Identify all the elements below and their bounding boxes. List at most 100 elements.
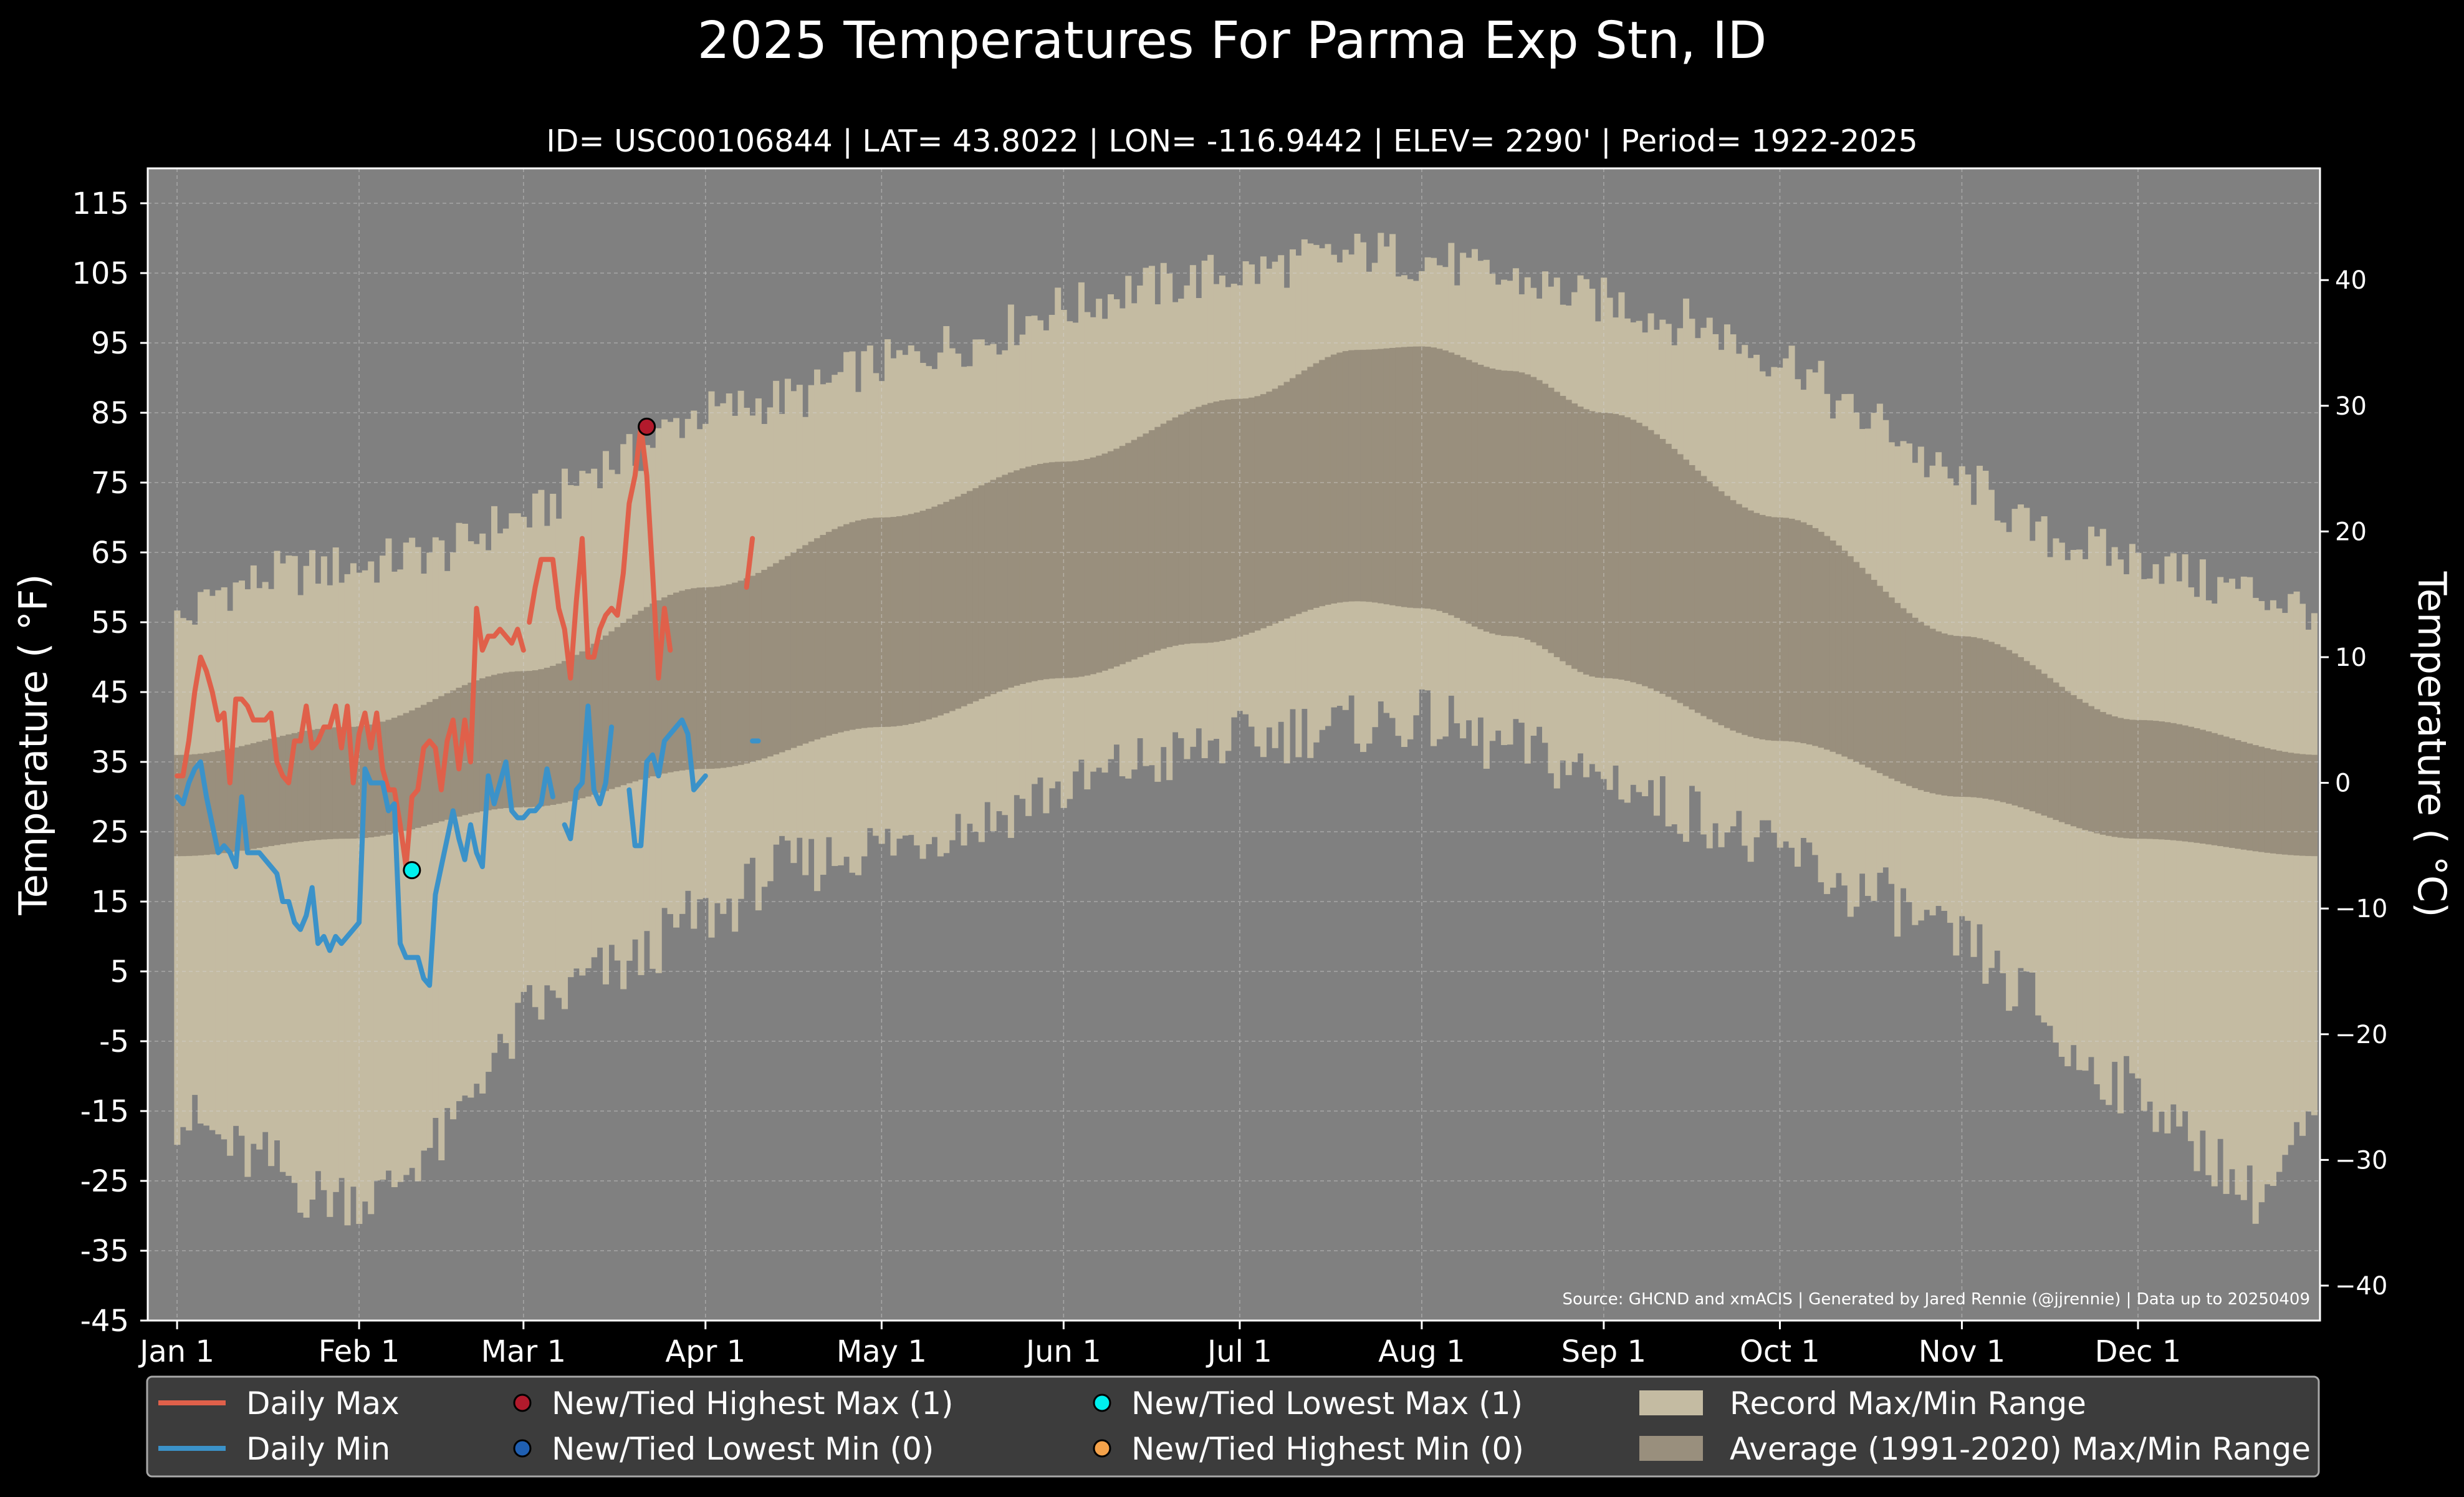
normal-range-bar	[409, 710, 416, 830]
normal-range-bar	[1325, 357, 1331, 605]
normal-range-bar	[696, 587, 703, 769]
normal-range-bar	[673, 592, 680, 772]
y-right-tick-label: 30	[2335, 392, 2367, 421]
normal-range-bar	[502, 672, 509, 809]
y-axis-label-right: Temperature ( °C)	[2409, 571, 2455, 918]
normal-range-bar	[1154, 426, 1161, 651]
normal-range-bar	[661, 597, 668, 774]
normal-range-bar	[1336, 352, 1343, 603]
y-tick-label: 105	[72, 256, 129, 291]
normal-range-bar	[655, 600, 662, 775]
normal-range-bar	[1847, 556, 1854, 759]
normal-range-bar	[1753, 513, 1760, 739]
y-tick-label: 95	[91, 326, 129, 361]
series-lines	[175, 424, 761, 988]
daily-max-line	[175, 605, 526, 869]
normal-range-bar	[1060, 461, 1067, 678]
y-tick-label: 5	[110, 955, 129, 989]
normal-range-bar	[2017, 657, 2024, 807]
normal-range-bar	[2099, 711, 2106, 835]
normal-range-bar	[1548, 387, 1555, 653]
legend-symbol-new-tied-lowest-min-0	[513, 1439, 532, 1458]
record-range-bar	[344, 574, 351, 1226]
normal-range-bar	[2140, 720, 2147, 839]
new-tied-highest-max-1-marker	[638, 417, 656, 436]
normal-range-bar	[2199, 729, 2206, 844]
record-range-bar	[2188, 587, 2195, 1142]
normal-range-bar	[509, 671, 515, 808]
normal-range-bar	[1107, 451, 1115, 669]
normal-range-bar	[667, 595, 674, 773]
normal-range-bar	[2041, 673, 2048, 816]
normal-range-bar	[961, 493, 967, 706]
normal-range-bar	[2135, 720, 2142, 839]
y-tick-label: 35	[91, 745, 129, 780]
normal-range-bar	[1906, 613, 1912, 786]
normal-range-bar	[1630, 420, 1637, 683]
normal-range-bar	[820, 535, 827, 738]
normal-range-bar	[1659, 439, 1666, 694]
normal-range-bar	[2123, 719, 2130, 839]
normal-range-bar	[866, 518, 873, 728]
normal-range-bar	[914, 512, 921, 723]
normal-range-bar	[1501, 370, 1508, 636]
normal-range-bar	[744, 578, 750, 764]
record-range-bar	[2140, 579, 2147, 1111]
normal-range-bar	[1278, 385, 1285, 622]
normal-range-bar	[555, 663, 562, 804]
record-range-bar	[198, 592, 204, 1124]
normal-range-bar	[984, 482, 991, 696]
legend-symbol-new-tied-lowest-max-1	[1093, 1394, 1111, 1412]
record-range-bar	[473, 544, 480, 1084]
record-range-bar	[2147, 578, 2154, 1102]
normal-range-bar	[726, 584, 732, 768]
normal-range-bar	[1759, 514, 1766, 739]
chart-subtitle: ID= USC00106844 | LAT= 43.8022 | LON= -1…	[546, 123, 1918, 159]
normal-range-bar	[1489, 368, 1496, 634]
normal-range-bar	[679, 590, 686, 771]
normal-range-bar	[737, 580, 744, 765]
normal-range-bar	[1618, 415, 1625, 680]
normal-range-bar	[2064, 691, 2071, 824]
normal-range-bar	[1888, 597, 1895, 779]
normal-range-bar	[1524, 374, 1531, 640]
record-range-bar	[391, 571, 398, 1188]
legend-label-new-tied-lowest-max-1: New/Tied Lowest Max (1)	[1131, 1385, 1523, 1422]
normal-range-bar	[2011, 653, 2018, 806]
normal-range-bar	[1031, 465, 1038, 681]
normal-range-bar	[1947, 635, 1953, 797]
normal-range-bar	[1941, 633, 1948, 796]
x-tick-label: Sep 1	[1561, 1334, 1646, 1369]
normal-range-bar	[1313, 363, 1320, 608]
record-range-bar	[2158, 584, 2165, 1112]
normal-range-bar	[1019, 468, 1026, 685]
normal-range-bar	[955, 496, 962, 709]
y-tick-label: 65	[91, 536, 129, 570]
record-range-bar	[438, 540, 445, 1160]
normal-range-bar	[1477, 365, 1484, 630]
normal-range-bar	[779, 559, 785, 753]
normal-range-bar	[720, 585, 727, 768]
record-range-bar	[409, 537, 416, 1168]
normal-range-bar	[1583, 409, 1589, 675]
normal-range-bar	[902, 515, 909, 725]
normal-range-bar	[1424, 347, 1431, 609]
normal-range-bar	[274, 737, 280, 845]
normal-range-bar	[1166, 420, 1173, 647]
normal-range-bar	[385, 720, 392, 835]
normal-range-bar	[1735, 504, 1742, 733]
normal-range-bar	[532, 670, 539, 807]
normal-range-bar	[1935, 631, 1942, 795]
normal-range-bar	[1613, 413, 1619, 679]
x-tick-label: Feb 1	[319, 1334, 400, 1369]
record-range-bar	[320, 556, 327, 1190]
normal-range-bar	[708, 587, 715, 769]
normal-range-bar	[1072, 461, 1079, 678]
normal-range-bar	[2158, 721, 2165, 840]
normal-range-bar	[1788, 518, 1795, 742]
normal-range-bar	[1818, 531, 1824, 748]
y-tick-label: -35	[80, 1234, 129, 1269]
normal-range-bar	[1378, 349, 1384, 604]
normal-range-bar	[1624, 417, 1631, 681]
normal-range-bar	[397, 715, 404, 832]
